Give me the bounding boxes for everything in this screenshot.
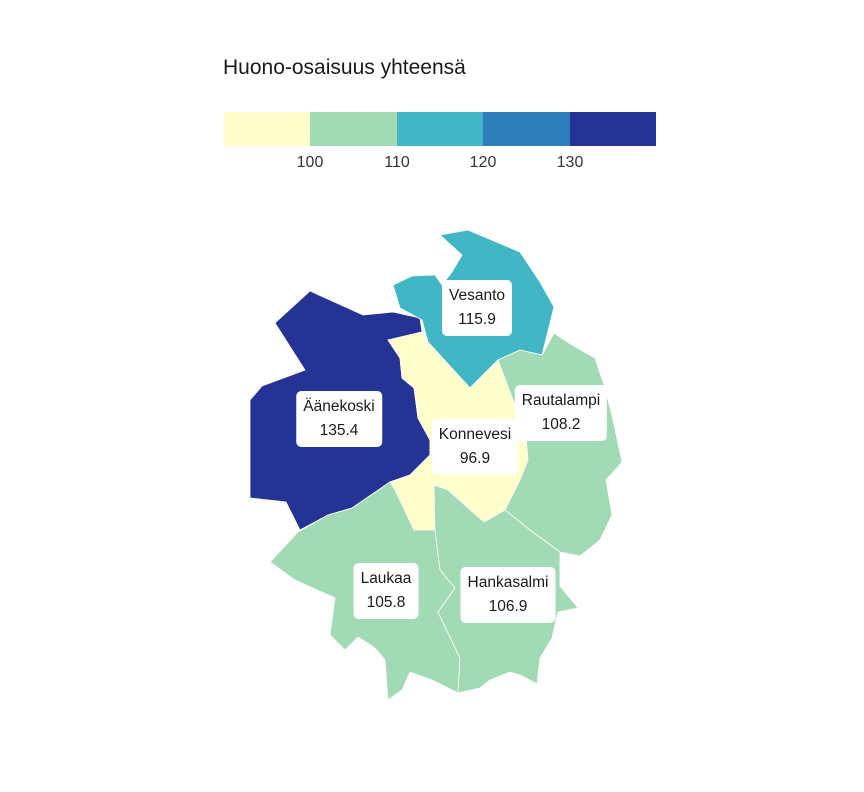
label-rautalampi-value: 108.2 <box>541 416 581 433</box>
label-hankasalmi-value: 106.9 <box>488 598 528 615</box>
label-rautalampi: Rautalampi 108.2 <box>514 385 608 441</box>
label-vesanto-name: Vesanto <box>448 287 506 304</box>
label-vesanto: Vesanto 115.9 <box>441 280 513 336</box>
legend-title: Huono-osaisuus yhteensä <box>223 56 466 79</box>
legend-tick-120: 120 <box>469 154 497 171</box>
legend-swatch-3 <box>396 112 484 146</box>
label-aanekoski: Äänekoski 135.4 <box>296 391 382 447</box>
legend-swatch-4 <box>483 112 570 146</box>
legend-swatch-2 <box>310 112 397 146</box>
label-aanekoski-name: Äänekoski <box>303 398 375 415</box>
legend-swatch-5 <box>569 112 657 146</box>
label-konnevesi: Konnevesi 96.9 <box>431 419 519 475</box>
label-laukaa: Laukaa 105.8 <box>353 563 419 619</box>
label-rautalampi-name: Rautalampi <box>521 392 601 409</box>
label-hankasalmi-name: Hankasalmi <box>467 574 549 591</box>
label-hankasalmi: Hankasalmi 106.9 <box>460 567 556 623</box>
legend-tick-100: 100 <box>296 154 324 171</box>
label-aanekoski-value: 135.4 <box>319 422 359 439</box>
label-laukaa-name: Laukaa <box>360 570 412 587</box>
legend-tick-110: 110 <box>384 154 410 171</box>
legend-swatch-1 <box>224 112 311 146</box>
legend-color-bar <box>224 112 657 146</box>
label-vesanto-value: 115.9 <box>458 311 496 328</box>
legend-tick-130: 130 <box>556 154 584 171</box>
label-konnevesi-name: Konnevesi <box>438 426 512 443</box>
label-konnevesi-value: 96.9 <box>459 450 491 467</box>
label-laukaa-value: 105.8 <box>366 594 406 611</box>
